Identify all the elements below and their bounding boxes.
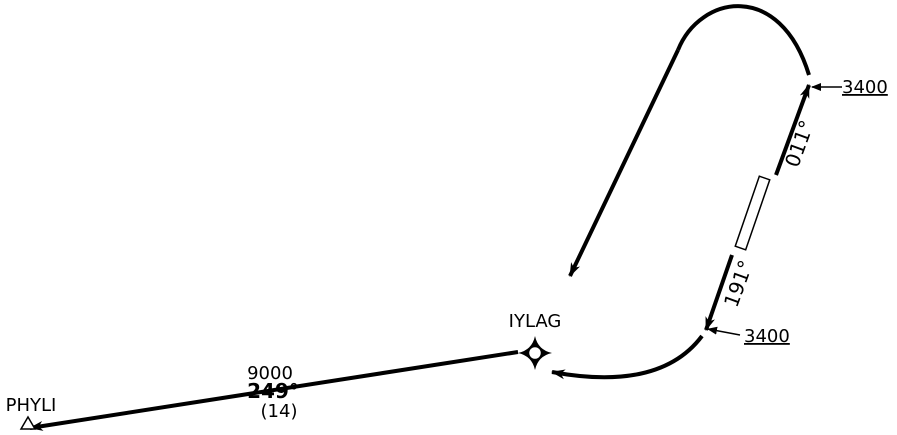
leg-distance-label: (14) [261,401,298,422]
inbound-course-label: 011° [780,117,819,170]
hold-upper-turn-arc [676,4,811,76]
upper-altitude-label: 3400 [842,77,888,98]
leg-course-label: 249° [247,379,299,403]
rnav-waypoint-icon [518,336,552,370]
triangle-fix-icon [19,415,37,430]
phyli-fix-label: PHYLI [6,395,57,416]
lower-altitude-leader [707,326,741,336]
inbound-011-segment [774,84,811,176]
lower-altitude-label: 3400 [744,326,790,347]
leg-altitude-label: 9000 [247,363,293,384]
hold-leg-distance-box [734,175,771,251]
outbound-191-segment [704,254,734,331]
entry-turn-arc [551,334,704,380]
outbound-leg-line [29,350,519,431]
outbound-course-label: 191° [719,257,758,310]
return-leg-line [568,49,680,277]
iylag-fix-label: IYLAG [509,311,562,332]
